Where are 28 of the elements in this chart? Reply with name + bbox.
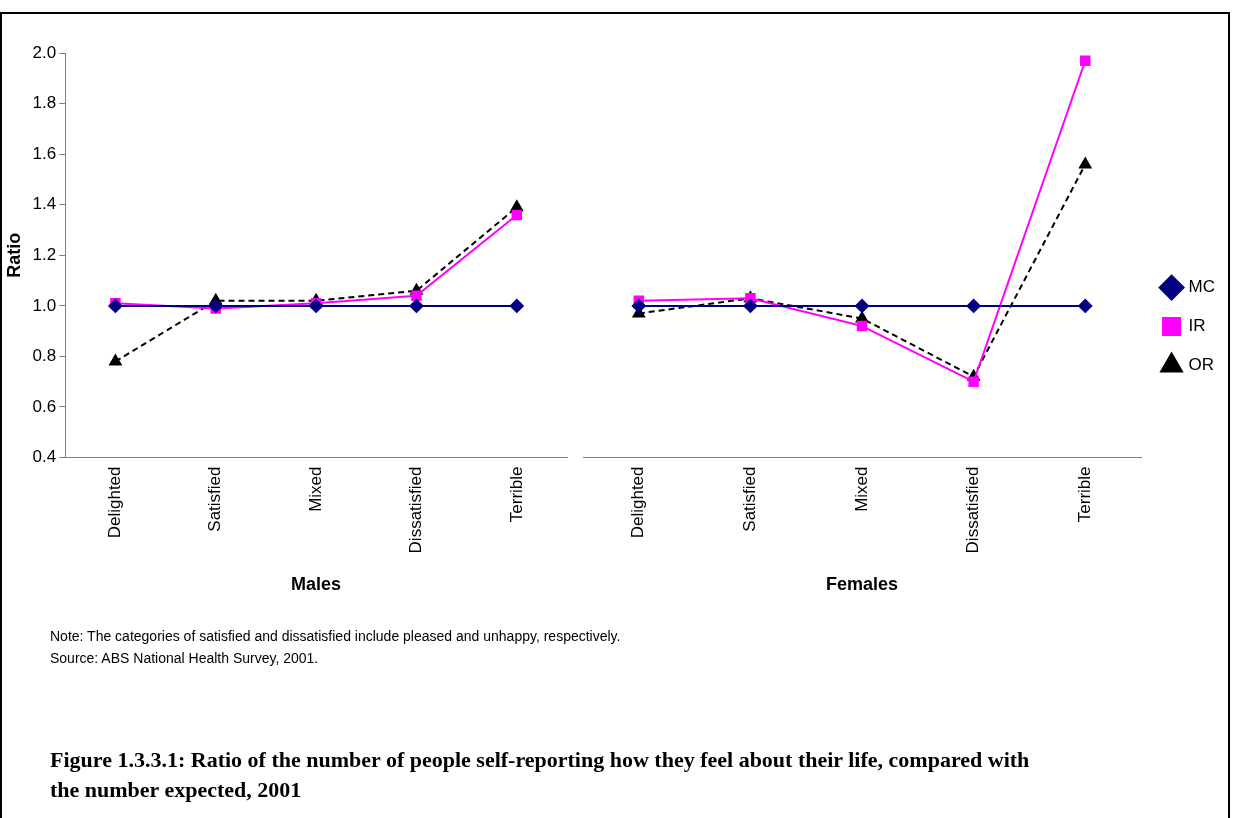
y-tick-label: 1.8 <box>32 93 57 113</box>
legend-label: OR <box>1188 355 1215 375</box>
x-tick-label: Mixed <box>851 466 871 512</box>
y-tick-label: 2.0 <box>32 42 57 62</box>
y-tick-label: 1.4 <box>32 194 57 214</box>
y-tick-label: 1.0 <box>32 295 57 315</box>
x-tick-label: Delighted <box>105 466 125 539</box>
source-note: Source: ABS National Health Survey, 2001. <box>50 649 320 668</box>
x-axis-title: Males <box>291 574 342 595</box>
legend-label: MC <box>1188 277 1216 297</box>
legend-label: IR <box>1188 316 1206 336</box>
y-axis-title: Ratio <box>3 232 24 278</box>
text: Note: The categories of satisfied and dissatisfied include pleased and unhappy, respectively. <box>50 627 621 646</box>
x-tick-label: Mixed <box>305 466 325 512</box>
x-tick-label: Terrible <box>506 466 526 523</box>
x-tick-label: Dissatisfied <box>406 466 426 554</box>
x-tick-label: Dissatisfied <box>963 466 983 554</box>
y-tick-label: 0.6 <box>32 396 57 416</box>
y-tick-label: 1.2 <box>32 245 57 265</box>
x-axis-title: Females <box>826 574 899 595</box>
x-tick-label: Terrible <box>1074 466 1094 523</box>
x-tick-label: Delighted <box>628 466 648 539</box>
y-tick-label: 0.8 <box>32 346 57 366</box>
y-tick-label: 1.6 <box>32 143 57 163</box>
y-tick-label: 0.4 <box>32 447 57 467</box>
text: Figure 1.3.3.1: Ratio of the number of people self-reporting how they feel about their life, compared with the number expected, 2001 <box>50 746 1031 804</box>
x-tick-label: Satisfied <box>205 466 225 532</box>
x-tick-label: Satisfied <box>740 466 760 532</box>
